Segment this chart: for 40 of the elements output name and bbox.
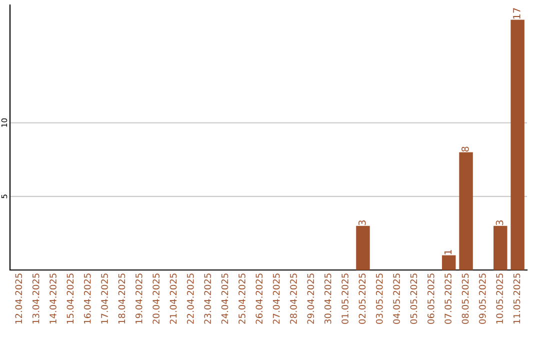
x-tick-label: 28.04.2025 xyxy=(290,274,297,324)
x-tick-label: 27.04.2025 xyxy=(272,274,280,324)
data-label: 17 xyxy=(513,8,520,19)
x-tick-label: 03.05.2025 xyxy=(376,274,383,324)
x-tick-label: 29.04.2025 xyxy=(307,274,314,324)
x-tick-label: 11.05.2025 xyxy=(513,274,520,324)
bar xyxy=(494,226,508,270)
data-label: 1 xyxy=(444,250,452,254)
x-tick-label: 16.04.2025 xyxy=(84,274,91,324)
x-tick-label: 07.05.2025 xyxy=(444,274,452,324)
x-tick-label: 24.04.2025 xyxy=(221,274,228,324)
x-tick-label: 05.05.2025 xyxy=(410,274,418,324)
x-tick-label: 09.05.2025 xyxy=(478,274,486,324)
x-tick-label: 06.05.2025 xyxy=(427,274,434,324)
x-tick-label: 30.04.2025 xyxy=(324,274,332,324)
x-tick-label: 01.05.2025 xyxy=(342,274,348,324)
bar xyxy=(459,152,473,270)
bar xyxy=(442,255,456,270)
x-tick-label: 21.04.2025 xyxy=(170,274,177,324)
x-tick-label: 08.05.2025 xyxy=(462,274,469,324)
x-tick-label: 25.04.2025 xyxy=(238,274,246,324)
x-tick-label: 02.05.2025 xyxy=(358,274,366,324)
x-tick-label: 15.04.2025 xyxy=(66,274,74,324)
x-tick-label: 14.04.2025 xyxy=(50,274,56,324)
x-tick-label: 13.04.2025 xyxy=(32,274,40,324)
x-tick-label: 19.04.2025 xyxy=(135,274,142,324)
data-label: 3 xyxy=(358,220,366,226)
x-tick-label: 20.04.2025 xyxy=(152,274,160,324)
data-label: 8 xyxy=(461,146,469,152)
bar xyxy=(510,20,524,270)
x-tick-label: 23.04.2025 xyxy=(204,274,212,324)
data-label: 3 xyxy=(496,220,504,226)
x-tick-label: 17.04.2025 xyxy=(101,274,108,324)
x-tick-label: 26.04.2025 xyxy=(256,274,263,324)
x-tick-label: 10.05.2025 xyxy=(496,274,503,324)
bar xyxy=(356,226,370,270)
x-tick-label: 04.05.2025 xyxy=(393,274,400,324)
x-tick-label: 18.04.2025 xyxy=(118,274,126,324)
x-tick-label: 12.04.2025 xyxy=(15,274,22,324)
x-tick-label: 22.04.2025 xyxy=(187,274,194,324)
